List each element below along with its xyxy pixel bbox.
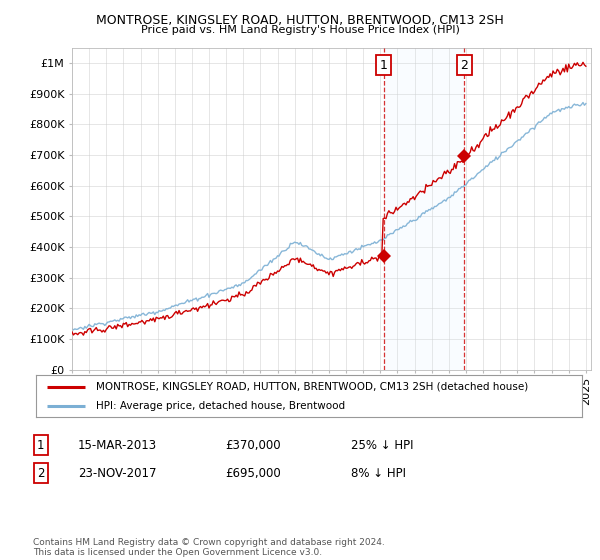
Text: £695,000: £695,000 <box>225 466 281 480</box>
Text: 1: 1 <box>380 59 388 72</box>
Text: 15-MAR-2013: 15-MAR-2013 <box>78 438 157 452</box>
Text: 2: 2 <box>460 59 468 72</box>
Text: 8% ↓ HPI: 8% ↓ HPI <box>351 466 406 480</box>
Bar <box>384 48 464 370</box>
Text: Price paid vs. HM Land Registry's House Price Index (HPI): Price paid vs. HM Land Registry's House … <box>140 25 460 35</box>
Text: 1: 1 <box>37 438 44 452</box>
Text: MONTROSE, KINGSLEY ROAD, HUTTON, BRENTWOOD, CM13 2SH: MONTROSE, KINGSLEY ROAD, HUTTON, BRENTWO… <box>96 14 504 27</box>
Text: MONTROSE, KINGSLEY ROAD, HUTTON, BRENTWOOD, CM13 2SH (detached house): MONTROSE, KINGSLEY ROAD, HUTTON, BRENTWO… <box>96 381 529 391</box>
Text: £370,000: £370,000 <box>225 438 281 452</box>
Text: HPI: Average price, detached house, Brentwood: HPI: Average price, detached house, Bren… <box>96 401 345 411</box>
Text: Contains HM Land Registry data © Crown copyright and database right 2024.
This d: Contains HM Land Registry data © Crown c… <box>33 538 385 557</box>
Text: 23-NOV-2017: 23-NOV-2017 <box>78 466 157 480</box>
Text: 25% ↓ HPI: 25% ↓ HPI <box>351 438 413 452</box>
Text: 2: 2 <box>37 466 44 480</box>
